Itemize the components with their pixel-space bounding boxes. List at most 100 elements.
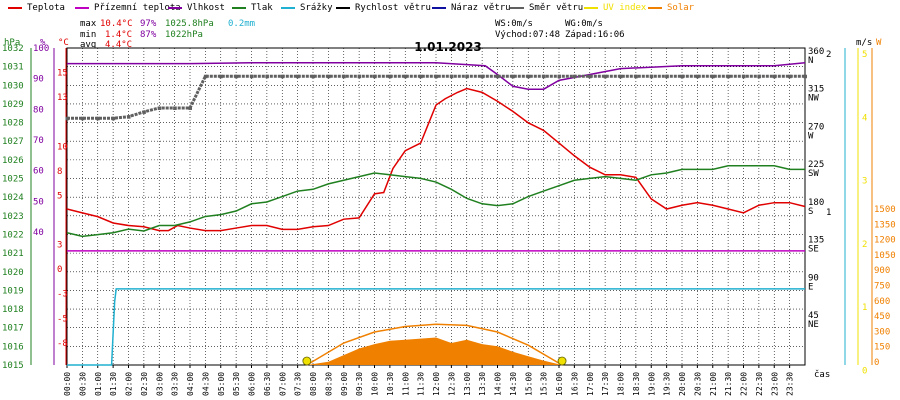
x-tick-label: 05:30 <box>232 372 241 396</box>
x-tick-label: 10:30 <box>386 372 395 396</box>
y-tick-label-wind-dir: 180 <box>808 198 824 208</box>
x-tick-label: 18:00 <box>617 372 626 396</box>
x-tick-label: 13:00 <box>463 372 472 396</box>
y-tick-label-temperature: 5 <box>57 191 62 201</box>
x-tick-label: 13:30 <box>478 372 487 396</box>
x-tick-label: 19:30 <box>663 372 672 396</box>
legend-label: Srážky <box>300 3 333 13</box>
x-tick-label: 03:30 <box>171 372 180 396</box>
wind-dir-point <box>603 74 608 79</box>
x-tick-label: 07:30 <box>294 372 303 396</box>
y-tick-label-solar: 900 <box>874 266 890 276</box>
legend-swatch <box>648 6 662 9</box>
x-tick-label: 02:00 <box>125 372 134 396</box>
stat-sunset: Západ:16:06 <box>565 30 625 40</box>
series-vlhkost <box>67 62 806 90</box>
legend-swatch <box>584 6 598 9</box>
y-tick-label-uv: 2 <box>862 240 867 250</box>
y-tick-label-humidity: 60 <box>33 167 44 177</box>
y-tick-label-solar: 0 <box>874 358 879 368</box>
wind-dir-point <box>419 74 423 79</box>
y-tick-label-wind-dir: NW <box>808 94 819 104</box>
y-tick-label-solar: 300 <box>874 327 890 337</box>
y-tick-label-wind-dir: N <box>808 56 813 66</box>
x-tick-label: 01:30 <box>109 372 118 396</box>
x-tick-label: 17:30 <box>601 372 610 396</box>
y-tick-label-pressure: 1025 <box>2 175 24 185</box>
y-tick-label-solar: 450 <box>874 312 890 322</box>
stat-min-hum: 87% <box>140 30 157 40</box>
y-tick-label-solar: 1200 <box>874 236 896 246</box>
x-tick-label: 01:00 <box>94 372 103 396</box>
x-tick-label: 05:00 <box>217 372 226 396</box>
y-tick-label-solar: 750 <box>874 282 890 292</box>
y-tick-label-pressure: 1021 <box>2 249 24 259</box>
legend-item: Solar <box>648 3 694 14</box>
legend-swatch <box>432 6 446 9</box>
wind-dir-point <box>711 74 715 79</box>
stat-avg-temp: 4.4°C <box>105 40 133 50</box>
series-teplota <box>66 87 806 232</box>
legend-label: Teplota <box>27 3 65 13</box>
x-tick-label: 12:00 <box>432 372 441 396</box>
y-tick-label-pressure: 1024 <box>2 193 24 203</box>
x-tick-label: 08:00 <box>309 372 318 396</box>
legend-swatch <box>232 6 246 9</box>
stat-max-hum: 97% <box>140 19 157 29</box>
legend-swatch <box>336 6 350 9</box>
legend-item: Náraz větru <box>432 3 511 14</box>
wind-dir-point <box>203 74 208 79</box>
stat-max-temp: 10.4°C <box>100 19 133 29</box>
stat-max-label: max <box>80 19 97 29</box>
series-tlak <box>66 164 805 238</box>
sun-marker <box>302 356 312 366</box>
unit-watt: W <box>876 38 882 48</box>
y-tick-label-uv: 5 <box>862 50 867 60</box>
unit-celsius: °C <box>58 38 69 48</box>
x-tick-label: 20:00 <box>678 372 687 396</box>
y-tick-label-humidity: 100 <box>33 44 49 54</box>
y-tick-label-temperature: 13 <box>57 93 68 103</box>
legend-label: Náraz větru <box>451 3 511 13</box>
legend: Teplota Přízemní teplota Vlhkost Tlak Srážky… <box>0 0 900 16</box>
y-tick-label-solar: 150 <box>874 343 890 353</box>
series-solar-max <box>306 323 563 366</box>
x-tick-label: 08:30 <box>324 372 333 396</box>
x-tick-label: 06:00 <box>248 372 257 396</box>
x-tick-label: 11:30 <box>417 372 426 396</box>
y-tick-label-temperature: 10 <box>57 142 68 152</box>
y-tick-label-pressure: 1022 <box>2 230 24 240</box>
x-tick-label: 17:00 <box>586 372 595 396</box>
plot-frame <box>66 47 806 366</box>
y-tick-label-wind-dir: SE <box>808 245 819 255</box>
stat-ws: WS:0m/s <box>495 19 533 29</box>
y-tick-label-solar: 1350 <box>874 220 896 230</box>
y-tick-label-pressure: 1029 <box>2 100 24 110</box>
wind-dir-point <box>511 74 515 79</box>
x-tick-label: 14:00 <box>494 372 503 396</box>
x-tick-label: 07:00 <box>278 372 287 396</box>
legend-label: Tlak <box>251 3 273 13</box>
y-tick-label-temperature: -3 <box>57 290 68 300</box>
legend-item: Tlak <box>232 3 273 14</box>
y-tick-label-humidity: 80 <box>33 105 44 115</box>
y-tick-label-pressure: 1020 <box>2 268 24 278</box>
legend-item: UV index <box>584 3 646 14</box>
x-tick-label: 11:00 <box>401 372 410 396</box>
legend-item: Směr větru <box>510 3 583 14</box>
x-tick-label: 10:00 <box>371 372 380 396</box>
y-tick-label-wind-dir: 270 <box>808 122 824 132</box>
x-tick-label: 18:30 <box>632 372 641 396</box>
wind-dir-point <box>496 74 500 79</box>
y-tick-label-temperature: 8 <box>57 167 62 177</box>
y-tick-label-wind-dir: 45 <box>808 311 819 321</box>
legend-label: Přízemní teplota <box>94 3 181 13</box>
y-tick-label-solar: 600 <box>874 297 890 307</box>
y-tick-label-pressure: 1019 <box>2 286 24 296</box>
x-tick-label: 02:30 <box>140 372 149 396</box>
y-tick-label-humidity: 50 <box>33 197 44 207</box>
legend-label: Rychlost větru <box>355 3 431 13</box>
y-tick-label-pressure: 1023 <box>2 212 24 222</box>
y-tick-label-humidity: 90 <box>33 75 44 85</box>
x-tick-label: 21:30 <box>724 372 733 396</box>
